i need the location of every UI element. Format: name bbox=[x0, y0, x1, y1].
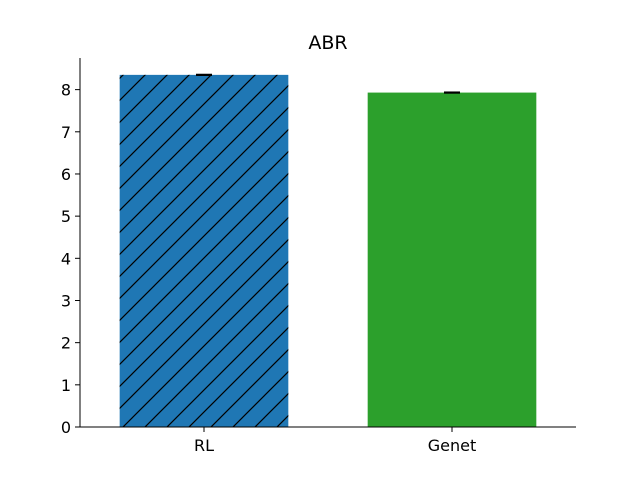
x-axis: RL Genet bbox=[80, 426, 576, 455]
y-tick-label: 3 bbox=[61, 291, 71, 310]
bar-genet bbox=[367, 92, 537, 428]
y-tick-label: 8 bbox=[61, 81, 71, 100]
error-bar-genet bbox=[444, 91, 460, 94]
error-bars-group bbox=[196, 73, 460, 94]
chart-title: ABR bbox=[308, 32, 347, 54]
error-bar-rl bbox=[196, 73, 212, 76]
bar-hatch-rl bbox=[119, 74, 289, 428]
x-tick-label: RL bbox=[194, 436, 214, 455]
y-axis: 0 1 2 3 4 5 6 7 8 bbox=[61, 58, 81, 437]
y-tick-label: 7 bbox=[61, 123, 71, 142]
y-tick-label: 0 bbox=[61, 418, 71, 437]
bars-group bbox=[119, 74, 537, 428]
x-tick-label: Genet bbox=[428, 436, 477, 455]
y-tick-label: 1 bbox=[61, 376, 71, 395]
y-tick-label: 5 bbox=[61, 207, 71, 226]
y-tick-label: 4 bbox=[61, 249, 71, 268]
y-tick-label: 2 bbox=[61, 334, 71, 353]
y-tick-label: 6 bbox=[61, 165, 71, 184]
